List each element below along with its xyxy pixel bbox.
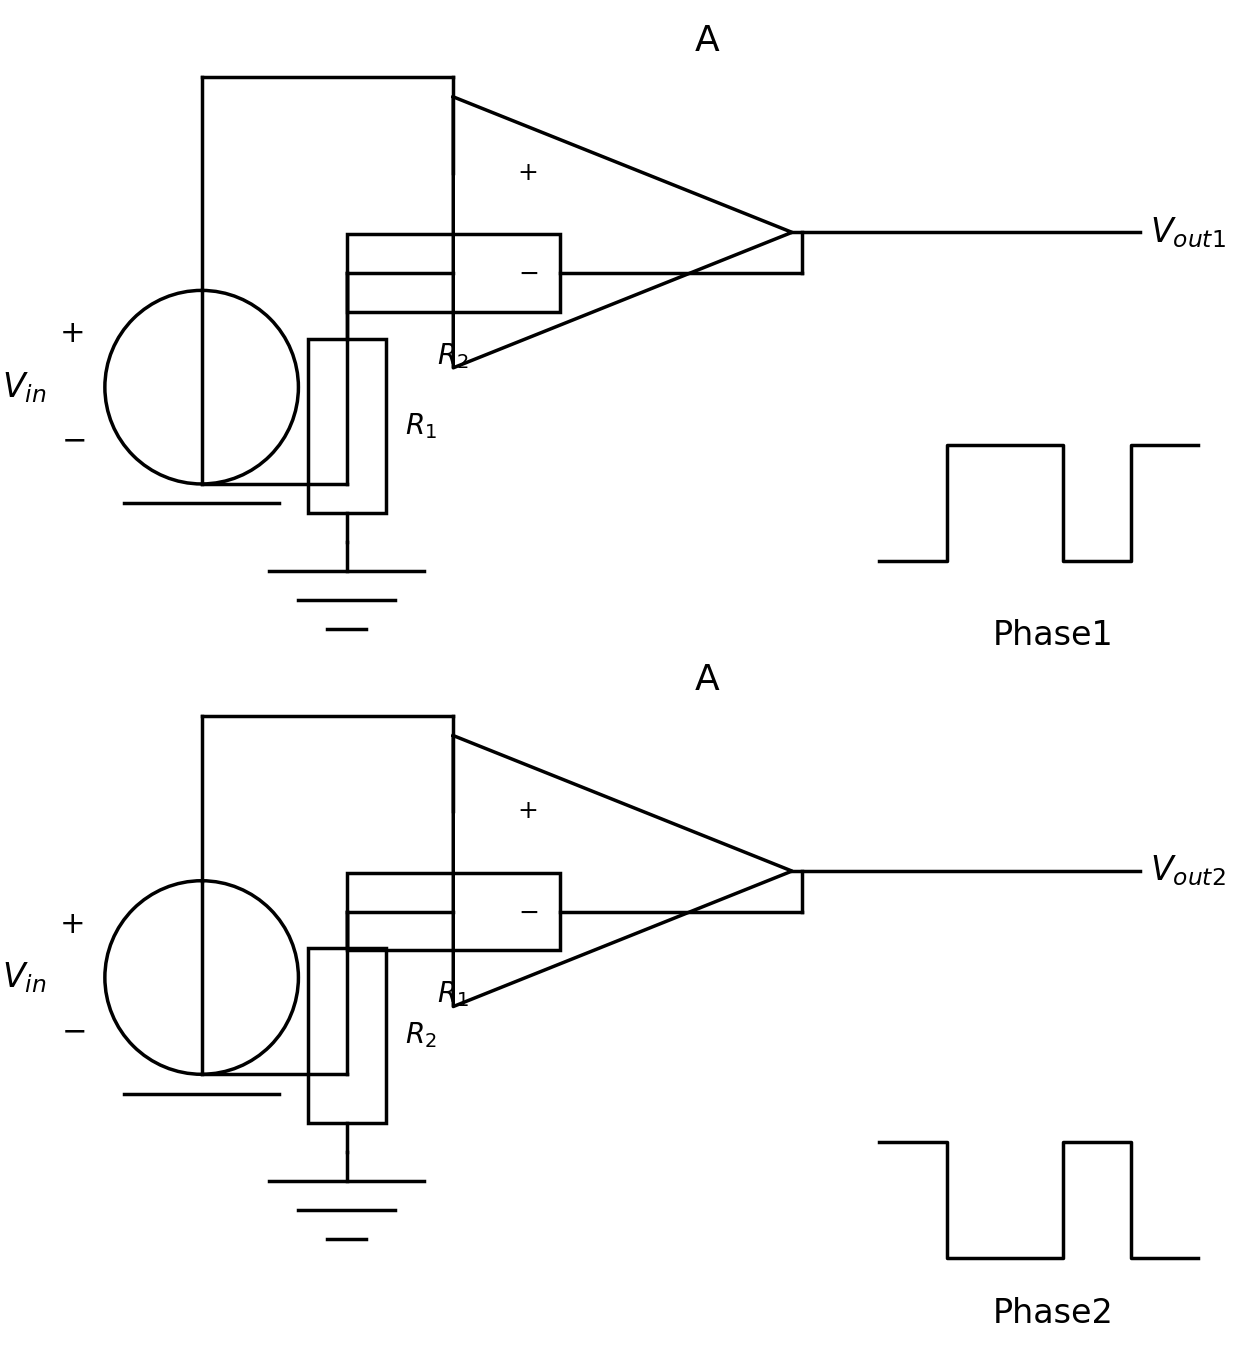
Text: $R_2$: $R_2$ [405, 1020, 436, 1050]
Text: $-$: $-$ [517, 262, 538, 285]
Text: $R_1$: $R_1$ [405, 411, 436, 440]
Text: $-$: $-$ [61, 1016, 86, 1045]
Text: Phase1: Phase1 [993, 619, 1114, 653]
Bar [347, 234, 559, 312]
Text: $V_{out2}$: $V_{out2}$ [1149, 854, 1226, 889]
Text: $-$: $-$ [517, 900, 538, 924]
Text: +: + [517, 799, 538, 824]
Text: +: + [517, 161, 538, 184]
Text: +: + [60, 909, 86, 939]
Bar [347, 873, 559, 950]
Text: $R_1$: $R_1$ [438, 980, 469, 1009]
Text: Phase2: Phase2 [993, 1297, 1114, 1329]
Text: A: A [694, 24, 719, 58]
Bar [308, 948, 386, 1123]
Text: $R_2$: $R_2$ [438, 340, 469, 370]
Bar [308, 339, 386, 514]
Text: +: + [60, 320, 86, 348]
Text: $V_{out1}$: $V_{out1}$ [1149, 215, 1226, 249]
Text: $V_{in}$: $V_{in}$ [2, 961, 47, 995]
Text: A: A [694, 663, 719, 696]
Text: $V_{in}$: $V_{in}$ [2, 370, 47, 405]
Text: $-$: $-$ [61, 425, 86, 455]
